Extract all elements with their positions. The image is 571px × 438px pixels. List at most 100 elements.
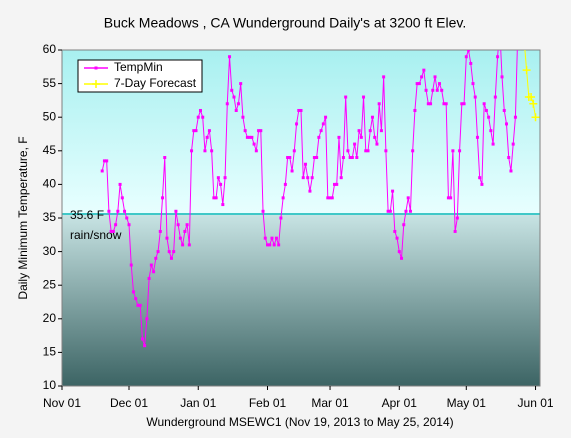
point	[303, 162, 307, 166]
point	[230, 88, 234, 92]
point	[346, 149, 350, 153]
point	[272, 243, 276, 247]
point	[120, 196, 124, 200]
point	[216, 176, 220, 180]
point	[480, 182, 484, 186]
point	[265, 243, 269, 247]
point	[511, 142, 515, 146]
point	[310, 176, 314, 180]
point	[270, 236, 274, 240]
point	[458, 149, 462, 153]
legend-marker	[92, 80, 100, 88]
y-tick-label: 40	[43, 177, 57, 191]
point	[440, 88, 444, 92]
point	[109, 229, 113, 233]
point	[207, 129, 211, 133]
point	[111, 229, 115, 233]
point	[245, 135, 249, 139]
point	[417, 82, 421, 86]
x-tick-label: Apr 01	[382, 396, 418, 410]
point	[404, 209, 408, 213]
point	[299, 108, 303, 112]
point	[513, 115, 517, 119]
point	[467, 50, 471, 52]
y-tick-label: 35	[43, 210, 57, 224]
threshold-label: 35.6 F	[70, 208, 104, 222]
point	[105, 159, 109, 163]
point	[203, 149, 207, 153]
point	[413, 108, 417, 112]
point	[333, 182, 337, 186]
point	[500, 75, 504, 79]
point	[136, 303, 140, 307]
point	[147, 276, 151, 280]
point	[161, 196, 165, 200]
point	[353, 142, 357, 146]
point	[406, 196, 410, 200]
y-tick-label: 15	[43, 345, 57, 359]
point	[169, 256, 173, 260]
point	[243, 129, 247, 133]
point	[388, 209, 392, 213]
point	[317, 135, 321, 139]
point	[350, 156, 354, 160]
point	[315, 156, 319, 160]
point	[431, 88, 435, 92]
point	[248, 135, 252, 139]
point	[145, 317, 149, 321]
point	[223, 176, 227, 180]
x-tick-label: Jan 01	[180, 396, 216, 410]
point	[326, 196, 330, 200]
point	[355, 156, 359, 160]
point	[225, 102, 229, 106]
point	[377, 102, 381, 106]
point	[382, 75, 386, 79]
plot-background	[62, 50, 540, 386]
point	[493, 95, 497, 99]
point	[219, 182, 223, 186]
point	[250, 135, 254, 139]
point	[344, 95, 348, 99]
point	[341, 156, 345, 160]
point	[453, 229, 457, 233]
point	[368, 129, 372, 133]
legend-label: 7-Day Forecast	[114, 76, 197, 90]
point	[435, 88, 439, 92]
point	[239, 82, 243, 86]
point	[201, 115, 205, 119]
point	[268, 243, 272, 247]
point	[444, 102, 448, 106]
point	[176, 223, 180, 227]
point	[257, 129, 261, 133]
y-axis-label: Daily Minimum Temperature, F	[16, 136, 30, 299]
point	[263, 236, 267, 240]
point	[509, 169, 513, 173]
point	[386, 209, 390, 213]
point	[281, 196, 285, 200]
point	[198, 108, 202, 112]
point	[496, 55, 500, 59]
point	[241, 115, 245, 119]
point	[138, 303, 142, 307]
point	[192, 129, 196, 133]
threshold-label: rain/snow	[70, 228, 122, 242]
point	[373, 135, 377, 139]
point	[433, 75, 437, 79]
point	[194, 129, 198, 133]
point	[471, 82, 475, 86]
point	[274, 236, 278, 240]
point	[107, 209, 111, 213]
point	[185, 223, 189, 227]
point	[187, 243, 191, 247]
chart-title: Buck Meadows , CA Wunderground Daily's a…	[104, 15, 466, 31]
point	[357, 129, 361, 133]
point	[478, 176, 482, 180]
point	[277, 243, 281, 247]
point	[292, 149, 296, 153]
point	[455, 216, 459, 220]
point	[114, 223, 118, 227]
point	[301, 176, 305, 180]
point	[116, 209, 120, 213]
x-tick-label: Dec 01	[110, 396, 148, 410]
